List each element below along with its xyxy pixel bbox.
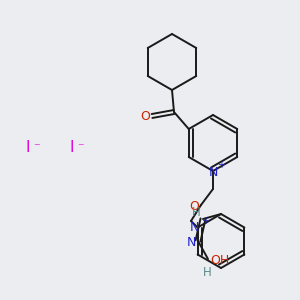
Text: ⁻: ⁻ <box>33 142 39 154</box>
Text: N: N <box>186 236 196 250</box>
Text: +: + <box>217 160 225 170</box>
Text: O: O <box>189 200 199 212</box>
Text: N: N <box>190 221 199 234</box>
Text: N: N <box>208 166 218 178</box>
Text: O: O <box>140 110 150 122</box>
Text: I: I <box>26 140 30 155</box>
Text: OH: OH <box>210 254 230 268</box>
Text: I: I <box>70 140 74 155</box>
Text: +: + <box>201 215 208 226</box>
Text: ⁻: ⁻ <box>77 142 83 154</box>
Text: H: H <box>202 266 211 280</box>
Text: H: H <box>192 206 200 220</box>
